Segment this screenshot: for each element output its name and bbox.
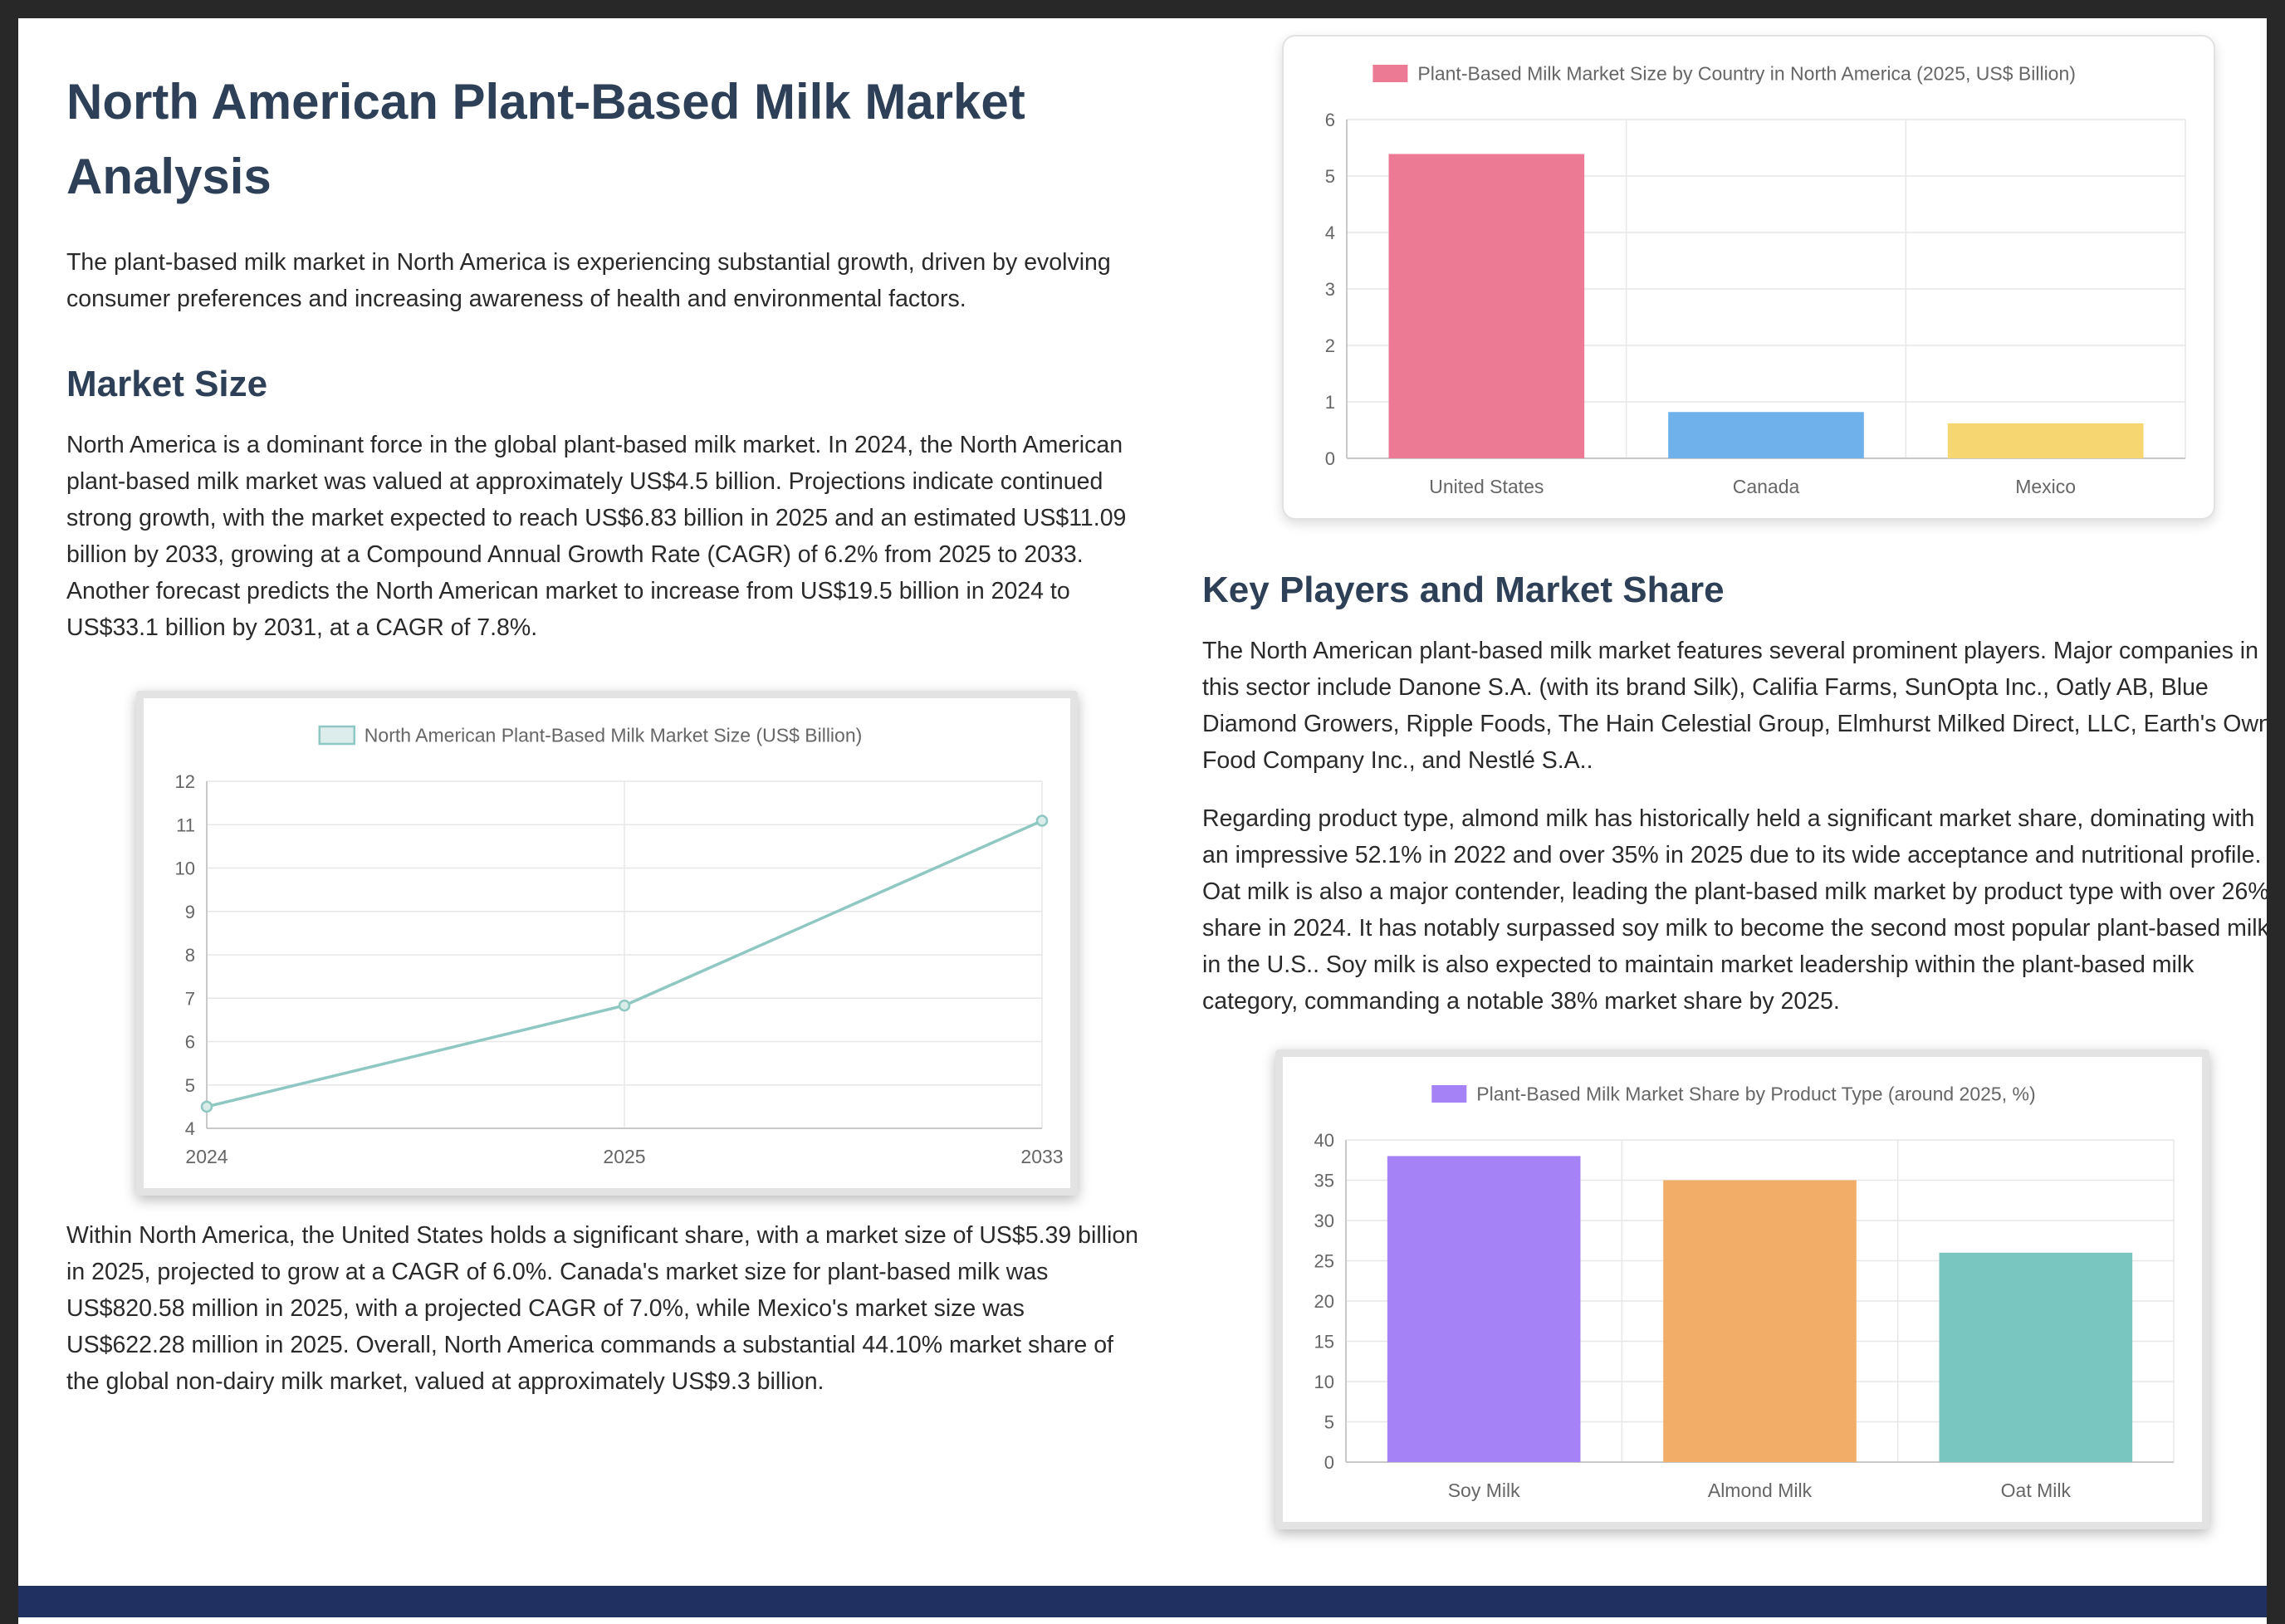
x-tick-label: Canada bbox=[1733, 476, 1800, 497]
y-tick-label: 7 bbox=[185, 988, 195, 1009]
bar-almond-milk bbox=[1663, 1180, 1857, 1462]
x-tick-label: Almond Milk bbox=[1708, 1480, 1813, 1501]
x-tick-label: United States bbox=[1429, 476, 1544, 497]
bar-soy-milk bbox=[1387, 1156, 1581, 1462]
y-tick-label: 5 bbox=[185, 1075, 195, 1096]
y-tick-label: 1 bbox=[1325, 392, 1335, 413]
y-tick-label: 40 bbox=[1314, 1130, 1334, 1151]
left-column: North American Plant-Based Milk Market A… bbox=[66, 43, 1142, 1400]
y-tick-label: 5 bbox=[1325, 166, 1335, 187]
legend-swatch bbox=[1372, 65, 1408, 82]
bar-mexico bbox=[1947, 423, 2144, 458]
y-tick-label: 0 bbox=[1324, 1452, 1334, 1473]
x-tick-label: Soy Milk bbox=[1448, 1480, 1520, 1501]
market-size-paragraph-2: Within North America, the United States … bbox=[66, 1222, 1139, 1395]
x-tick-label: Oat Milk bbox=[2001, 1480, 2072, 1501]
key-players-paragraph-1: The North American plant-based milk mark… bbox=[1202, 638, 2272, 774]
legend-label: Plant-Based Milk Market Size by Country … bbox=[1417, 63, 2076, 85]
footer-bar bbox=[18, 1586, 2267, 1617]
y-tick-label: 9 bbox=[185, 902, 195, 922]
data-point-2033 bbox=[1035, 814, 1049, 827]
bar-chart-product-type-card: Plant-Based Milk Market Share by Product… bbox=[1275, 1049, 2209, 1529]
line-chart-canvas: North American Plant-Based Milk Market S… bbox=[175, 725, 1064, 1168]
data-point-2024 bbox=[200, 1100, 213, 1113]
y-tick-label: 4 bbox=[1325, 223, 1335, 243]
legend-swatch bbox=[318, 725, 356, 746]
document-page: North American Plant-Based Milk Market A… bbox=[18, 18, 2272, 1624]
legend-label: North American Plant-Based Milk Market S… bbox=[365, 725, 862, 746]
x-tick-label: 2025 bbox=[603, 1146, 645, 1167]
bar-chart-country-card: Plant-Based Milk Market Size by Country … bbox=[1282, 35, 2215, 520]
right-column: Plant-Based Milk Market Size by Country … bbox=[1202, 18, 2282, 1529]
y-tick-label: 6 bbox=[1325, 110, 1335, 130]
y-tick-label: 4 bbox=[185, 1118, 195, 1139]
bar-oat-milk bbox=[1939, 1252, 2133, 1462]
bar-united-states bbox=[1388, 154, 1585, 459]
y-tick-label: 0 bbox=[1325, 448, 1335, 469]
y-tick-label: 25 bbox=[1314, 1251, 1334, 1272]
x-tick-label: 2033 bbox=[1020, 1146, 1063, 1167]
market-size-paragraph-1: North America is a dominant force in the… bbox=[66, 432, 1127, 641]
intro-paragraph: The plant-based milk market in North Ame… bbox=[66, 249, 1111, 312]
section-heading-market-size: Market Size bbox=[66, 364, 268, 404]
y-tick-label: 2 bbox=[1325, 335, 1335, 356]
y-tick-label: 15 bbox=[1314, 1332, 1334, 1353]
x-tick-label: 2024 bbox=[185, 1146, 228, 1167]
bar-canada bbox=[1668, 412, 1864, 458]
y-tick-label: 10 bbox=[175, 858, 195, 879]
y-tick-label: 3 bbox=[1325, 279, 1335, 300]
legend-label: Plant-Based Milk Market Share by Product… bbox=[1476, 1083, 2035, 1105]
y-tick-label: 10 bbox=[1314, 1372, 1334, 1392]
x-tick-label: Mexico bbox=[2015, 476, 2076, 497]
bar-chart-canvas: Plant-Based Milk Market Share by Product… bbox=[1314, 1083, 2175, 1501]
section-heading-key-players: Key Players and Market Share bbox=[1202, 570, 1725, 610]
bar-chart-canvas: Plant-Based Milk Market Size by Country … bbox=[1325, 63, 2186, 497]
y-tick-label: 6 bbox=[185, 1032, 195, 1053]
y-tick-label: 30 bbox=[1314, 1211, 1334, 1231]
y-tick-label: 11 bbox=[176, 814, 195, 835]
key-players-paragraph-2: Regarding product type, almond milk has … bbox=[1202, 805, 2269, 1015]
y-tick-label: 35 bbox=[1314, 1171, 1334, 1191]
line-chart-market-size-card: North American Plant-Based Milk Market S… bbox=[136, 691, 1078, 1196]
y-tick-label: 5 bbox=[1324, 1412, 1334, 1433]
y-tick-label: 20 bbox=[1314, 1291, 1334, 1312]
y-tick-label: 12 bbox=[175, 771, 195, 792]
data-point-2025 bbox=[618, 999, 631, 1012]
page-title: North American Plant-Based Milk Market A… bbox=[66, 74, 1025, 204]
y-tick-label: 8 bbox=[185, 945, 195, 966]
legend-swatch bbox=[1431, 1085, 1467, 1103]
